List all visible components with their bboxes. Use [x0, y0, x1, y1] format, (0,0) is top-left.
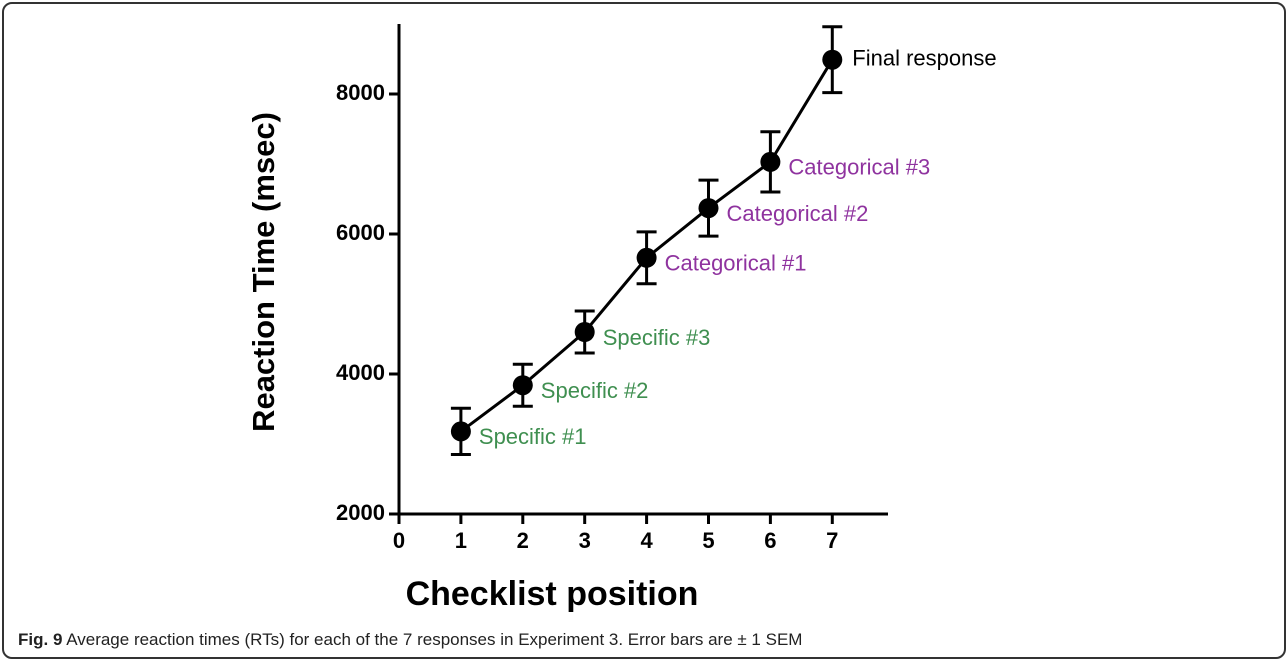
x-tick-label: 5	[702, 528, 714, 553]
point	[822, 49, 843, 70]
y-tick-label: 2000	[336, 500, 385, 525]
point	[760, 151, 781, 172]
y-axis-label: Reaction Time (msec)	[246, 112, 281, 432]
point-label: Categorical #1	[665, 251, 807, 276]
chart: Checklist position Reaction Time (msec) …	[246, 24, 997, 613]
point-label: Specific #2	[541, 378, 649, 403]
point	[512, 375, 533, 396]
x-tick-label: 3	[579, 528, 591, 553]
point	[698, 198, 719, 219]
x-tick-label: 4	[640, 528, 653, 553]
point-label: Final response	[852, 46, 996, 71]
point-label: Categorical #2	[726, 201, 868, 226]
point-label: Specific #3	[603, 325, 711, 350]
x-tick-label: 6	[764, 528, 776, 553]
y-tick-label: 4000	[336, 360, 385, 385]
point-label: Specific #1	[479, 424, 587, 449]
y-tick-label: 8000	[336, 80, 385, 105]
caption: Fig. 9 Average reaction times (RTs) for …	[18, 630, 802, 650]
x-tick-label: 7	[826, 528, 838, 553]
x-tick-label: 1	[455, 528, 467, 553]
x-axis-label: Checklist position	[406, 575, 699, 613]
x-tick-label: 0	[393, 528, 405, 553]
caption-label: Fig. 9	[18, 630, 63, 649]
x-tick-label: 2	[517, 528, 529, 553]
y-tick-label: 6000	[336, 220, 385, 245]
point	[574, 322, 595, 342]
point	[636, 247, 657, 268]
point-label: Categorical #3	[788, 155, 930, 180]
caption-text: Average reaction times (RTs) for each of…	[66, 630, 803, 649]
point	[450, 421, 471, 442]
